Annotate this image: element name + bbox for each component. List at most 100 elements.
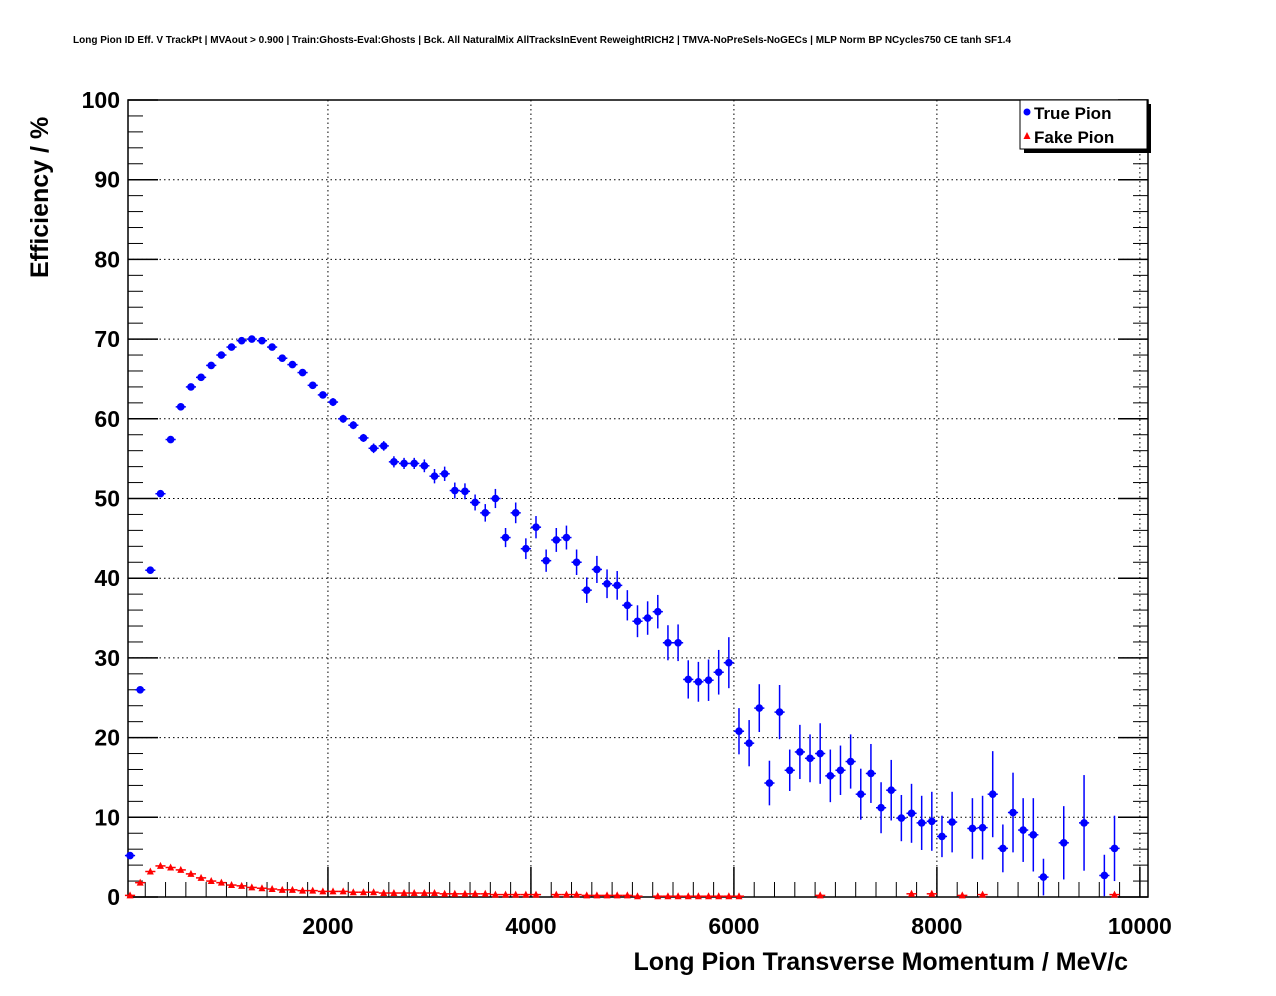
fake-pion-point bbox=[673, 892, 684, 900]
triangle-marker bbox=[654, 892, 662, 900]
circle-marker bbox=[877, 803, 885, 812]
fake-pion-point bbox=[632, 892, 643, 900]
circle-marker bbox=[379, 442, 388, 450]
circle-marker bbox=[613, 581, 621, 590]
true-pion-point bbox=[358, 433, 369, 442]
y-tick-label: 10 bbox=[94, 804, 120, 830]
circle-marker bbox=[806, 754, 814, 763]
circle-marker bbox=[359, 434, 368, 442]
true-pion-point bbox=[124, 851, 136, 860]
true-pion-point bbox=[1078, 775, 1090, 871]
true-pion-point bbox=[317, 391, 328, 399]
triangle-marker bbox=[177, 865, 185, 873]
true-pion-point bbox=[947, 791, 958, 853]
true-pion-point bbox=[419, 459, 430, 473]
y-tick-label: 70 bbox=[94, 326, 120, 352]
true-pion-point bbox=[764, 760, 775, 806]
fake-pion-point bbox=[500, 890, 511, 898]
circle-marker bbox=[227, 343, 236, 351]
circle-marker bbox=[329, 398, 337, 406]
circle-marker bbox=[430, 472, 439, 480]
true-pion-point bbox=[256, 336, 268, 345]
triangle-marker bbox=[451, 889, 459, 897]
triangle-marker bbox=[461, 889, 469, 897]
true-pion-point bbox=[155, 489, 166, 498]
fake-pion-point bbox=[307, 886, 318, 894]
true-pion-point bbox=[754, 684, 765, 733]
triangle-marker bbox=[431, 889, 439, 897]
triangle-marker bbox=[228, 881, 236, 889]
true-pion-point bbox=[997, 824, 1008, 873]
circle-marker bbox=[440, 469, 449, 478]
fake-pion-point bbox=[561, 890, 572, 898]
triangle-marker bbox=[167, 863, 175, 871]
true-pion-point bbox=[267, 343, 278, 351]
fake-pion-point bbox=[815, 891, 826, 899]
circle-marker bbox=[1009, 808, 1017, 817]
circle-marker bbox=[856, 790, 865, 798]
circle-marker bbox=[491, 494, 500, 503]
triangle-marker bbox=[380, 889, 388, 897]
true-pion-point bbox=[541, 549, 552, 572]
triangle-marker bbox=[674, 892, 682, 900]
true-pion-point bbox=[480, 504, 491, 522]
true-pion-point bbox=[591, 555, 602, 583]
data-marks bbox=[124, 335, 1120, 900]
circle-marker bbox=[603, 579, 611, 588]
true-pion-point bbox=[673, 624, 684, 662]
true-pion-point bbox=[520, 538, 531, 560]
circle-marker bbox=[298, 368, 307, 377]
circle-marker bbox=[288, 360, 297, 369]
grid bbox=[128, 100, 1148, 897]
fake-pion-point bbox=[246, 883, 257, 891]
y-tick-label: 90 bbox=[94, 167, 120, 193]
circle-marker bbox=[278, 354, 287, 363]
fake-pion-point bbox=[601, 891, 613, 899]
true-pion-point bbox=[236, 336, 247, 345]
true-pion-point bbox=[1018, 798, 1029, 862]
true-pion-point bbox=[439, 466, 450, 481]
triangle-marker bbox=[126, 891, 134, 899]
axes: 2000 4000 6000 8000 10000 0 10 20 30 40 50 60 70 80 90… bbox=[82, 87, 1172, 939]
true-pion-point bbox=[896, 794, 907, 842]
true-pion-point bbox=[348, 421, 359, 430]
circle-marker bbox=[572, 558, 581, 567]
true-pion-point bbox=[1007, 772, 1019, 853]
circle-marker bbox=[582, 586, 591, 594]
circle-marker bbox=[948, 818, 956, 826]
x-tick-label: 8000 bbox=[911, 913, 962, 939]
true-pion-point bbox=[815, 723, 826, 784]
true-pion-point bbox=[784, 749, 795, 791]
triangle-marker bbox=[593, 891, 601, 899]
triangle-marker bbox=[633, 892, 641, 900]
circle-marker bbox=[542, 556, 550, 565]
legend: True Pion Fake Pion bbox=[1019, 99, 1151, 153]
circle-marker bbox=[1110, 844, 1119, 853]
fake-pion-point bbox=[662, 892, 674, 900]
circle-marker bbox=[714, 668, 723, 677]
triangle-marker bbox=[522, 890, 530, 898]
circle-marker bbox=[643, 614, 652, 622]
fake-pion-point bbox=[175, 865, 186, 873]
triangle-marker bbox=[238, 881, 246, 889]
triangle-marker bbox=[299, 886, 307, 894]
true-pion-point bbox=[490, 488, 501, 509]
y-tick-label: 40 bbox=[94, 565, 120, 591]
fake-pion-point bbox=[429, 889, 440, 897]
triangle-marker bbox=[725, 892, 733, 900]
true-pion-point bbox=[906, 783, 917, 843]
triangle-marker bbox=[502, 890, 510, 898]
circle-marker bbox=[694, 678, 703, 686]
circle-marker bbox=[136, 685, 144, 694]
fake-pion-point bbox=[358, 888, 369, 896]
circle-marker bbox=[369, 444, 378, 453]
true-pion-point bbox=[804, 734, 816, 783]
fake-pion-point bbox=[723, 892, 734, 900]
triangle-marker bbox=[928, 889, 936, 897]
circle-marker bbox=[653, 607, 662, 616]
circle-marker bbox=[390, 458, 398, 466]
legend-true-pion-marker bbox=[1023, 108, 1031, 116]
fake-pion-point bbox=[398, 889, 410, 897]
fake-pion-point bbox=[196, 873, 207, 881]
true-pion-point bbox=[185, 383, 196, 391]
